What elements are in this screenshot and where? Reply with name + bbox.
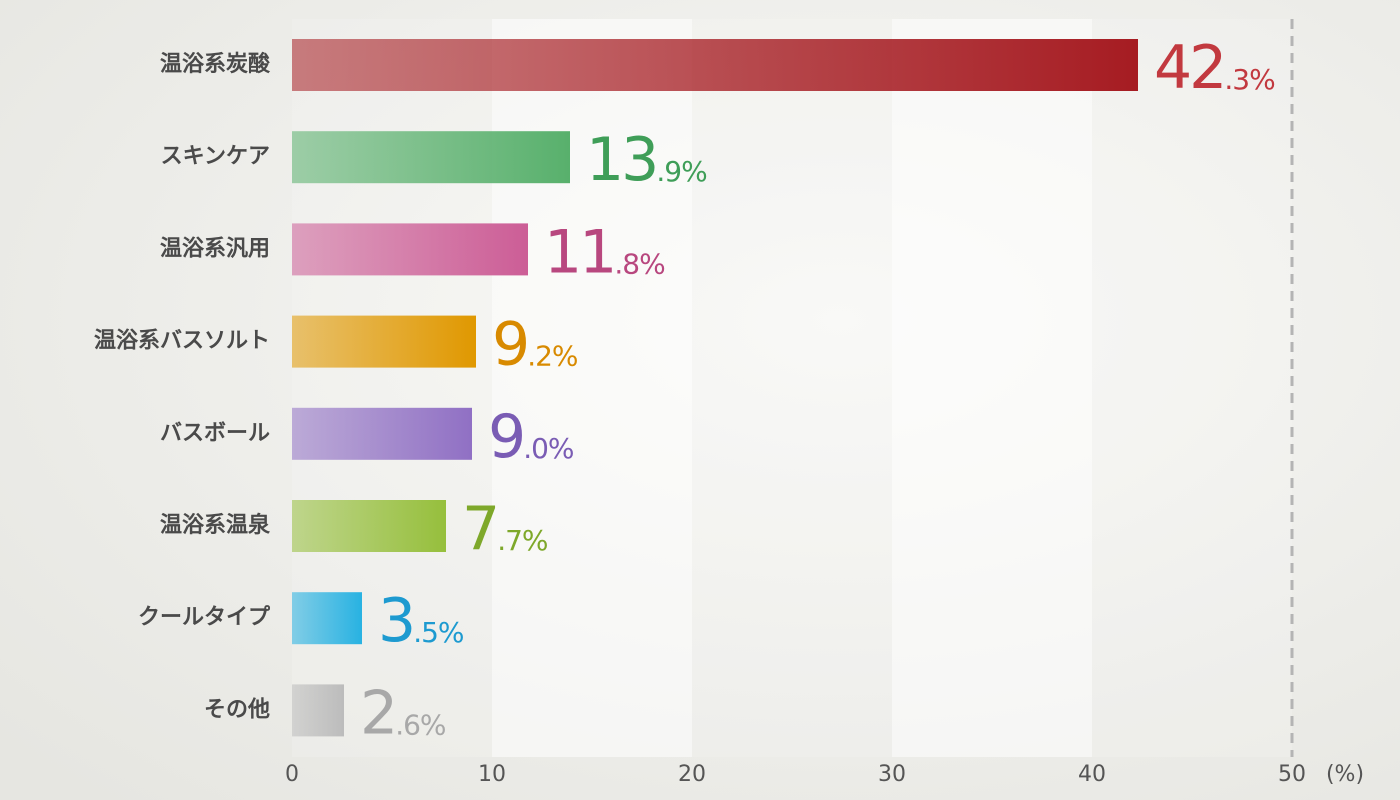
value-label: 9.0%: [488, 401, 574, 471]
x-axis-unit: (%): [1326, 762, 1364, 787]
column-band: [892, 19, 1092, 757]
value-label: 7.7%: [462, 494, 548, 564]
bar: [292, 684, 344, 737]
bar: [292, 407, 472, 460]
column-band: [692, 19, 892, 757]
value-label: 13.9%: [586, 125, 707, 195]
category-label: 温浴系バスソルト: [94, 329, 270, 354]
value-label: 11.8%: [544, 217, 665, 287]
category-label: スキンケア: [161, 144, 270, 169]
bar: [292, 315, 476, 368]
bar: [292, 39, 1138, 91]
category-label: 温浴系汎用: [160, 236, 270, 261]
x-tick-label: 20: [678, 762, 706, 787]
category-label: 温浴系温泉: [160, 512, 271, 538]
category-label: 温浴系炭酸: [160, 51, 271, 77]
value-label: 42.3%: [1154, 33, 1275, 103]
x-tick-label: 30: [878, 762, 906, 787]
category-label: その他: [204, 697, 270, 722]
value-label: 2.6%: [360, 678, 446, 748]
column-band: [1092, 19, 1292, 757]
x-tick-label: 50: [1278, 762, 1306, 787]
x-tick-label: 10: [478, 762, 506, 787]
value-label: 3.5%: [378, 586, 464, 656]
value-label: 9.2%: [492, 309, 578, 379]
bar: [292, 131, 570, 184]
bar: [292, 223, 528, 276]
category-label: バスボール: [160, 421, 270, 446]
bar: [292, 592, 362, 645]
x-tick-label: 40: [1078, 762, 1106, 787]
bar: [292, 500, 446, 552]
category-label: クールタイプ: [138, 605, 271, 630]
x-tick-label: 0: [285, 762, 299, 787]
